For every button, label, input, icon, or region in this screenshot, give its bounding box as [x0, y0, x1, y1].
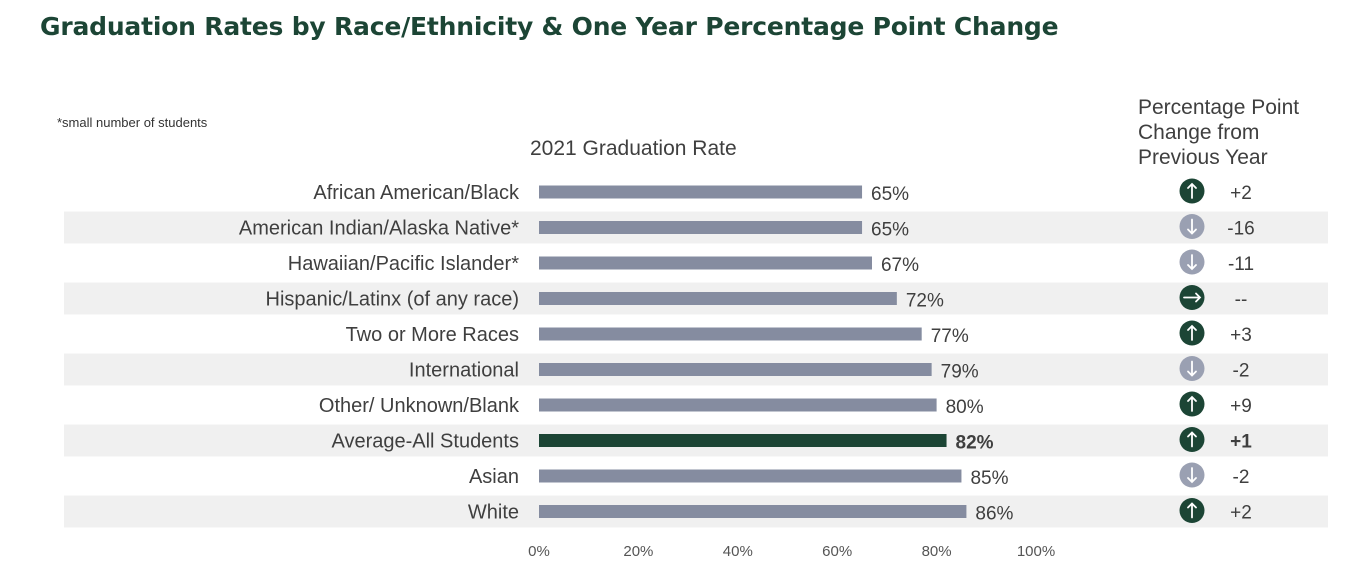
bar: [539, 363, 932, 376]
x-tick-label: 60%: [822, 543, 852, 560]
bar: [539, 469, 962, 483]
category-label: Average-All Students: [331, 431, 519, 453]
x-tick-label: 100%: [1017, 543, 1055, 560]
arrow-up-glyph: [1187, 431, 1197, 448]
change-header-line: Change from: [1138, 121, 1260, 144]
change-value: -2: [1233, 467, 1250, 488]
bar: [539, 292, 897, 305]
data-label: 72%: [906, 291, 944, 312]
change-value: +9: [1230, 396, 1252, 417]
category-label: Hawaiian/Pacific Islander*: [288, 253, 519, 275]
category-label: Asian: [469, 466, 519, 488]
chart-subtitle: 2021 Graduation Rate: [530, 137, 737, 160]
bar: [539, 505, 967, 518]
category-label: Hispanic/Latinx (of any race): [266, 289, 519, 311]
data-label: 79%: [941, 362, 979, 383]
data-label: 65%: [871, 184, 909, 205]
change-value: -11: [1228, 254, 1254, 275]
arrow-down-glyph: [1187, 360, 1197, 377]
x-tick-label: 80%: [922, 543, 952, 560]
arrow-down-glyph: [1187, 218, 1197, 235]
change-column-header: Percentage Point Change from Previous Ye…: [1138, 95, 1348, 170]
bar: [539, 327, 922, 341]
bar: [539, 256, 872, 270]
change-value: +2: [1230, 503, 1252, 524]
change-value: -2: [1233, 361, 1250, 382]
change-value: +2: [1230, 183, 1252, 204]
page-title: Graduation Rates by Race/Ethnicity & One…: [40, 12, 1059, 41]
bar: [539, 434, 947, 447]
data-label: 77%: [931, 326, 969, 347]
category-label: Other/ Unknown/Blank: [319, 395, 520, 417]
footnote: *small number of students: [57, 115, 208, 130]
arrow-up-glyph: [1187, 395, 1197, 412]
data-label: 85%: [970, 468, 1008, 489]
category-label: African American/Black: [313, 182, 520, 204]
bar: [539, 221, 863, 234]
data-label: 80%: [946, 397, 984, 418]
change-value: --: [1235, 290, 1248, 311]
category-label: American Indian/Alaska Native*: [239, 218, 519, 240]
data-label: 65%: [871, 220, 909, 241]
change-value: +1: [1230, 432, 1252, 453]
change-value: -16: [1227, 219, 1254, 240]
x-tick-label: 20%: [623, 543, 653, 560]
x-tick-label: 0%: [528, 543, 550, 560]
x-tick-label: 40%: [723, 543, 753, 560]
data-label: 67%: [881, 255, 919, 276]
category-label: International: [409, 360, 519, 382]
arrow-up-glyph: [1187, 182, 1197, 199]
arrow-right-glyph: [1183, 292, 1202, 303]
bar: [539, 398, 937, 412]
arrow-up-glyph: [1187, 324, 1197, 341]
arrow-up-glyph: [1187, 502, 1197, 519]
change-header-line: Percentage Point: [1138, 96, 1300, 119]
category-label: White: [468, 502, 519, 524]
change-header-line: Previous Year: [1138, 146, 1268, 169]
data-label: 86%: [975, 504, 1013, 525]
bar: [539, 185, 863, 199]
category-label: Two or More Races: [346, 324, 519, 346]
arrow-down-glyph: [1187, 254, 1197, 271]
arrow-down-glyph: [1187, 467, 1197, 484]
data-label: 82%: [956, 433, 994, 454]
change-value: +3: [1230, 325, 1252, 346]
